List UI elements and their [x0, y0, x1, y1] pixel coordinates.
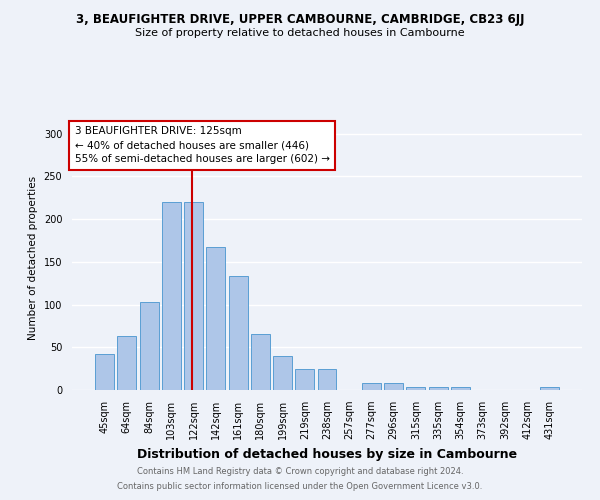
Bar: [206, 247, 225, 390]
Bar: [95, 354, 114, 390]
Bar: [118, 336, 136, 390]
Bar: [273, 356, 292, 390]
Bar: [251, 334, 270, 390]
Text: Contains public sector information licensed under the Open Government Licence v3: Contains public sector information licen…: [118, 482, 482, 491]
Bar: [384, 383, 403, 390]
Bar: [451, 386, 470, 390]
Text: 3 BEAUFIGHTER DRIVE: 125sqm
← 40% of detached houses are smaller (446)
55% of se: 3 BEAUFIGHTER DRIVE: 125sqm ← 40% of det…: [74, 126, 329, 164]
Text: Contains HM Land Registry data © Crown copyright and database right 2024.: Contains HM Land Registry data © Crown c…: [137, 467, 463, 476]
Text: Size of property relative to detached houses in Cambourne: Size of property relative to detached ho…: [135, 28, 465, 38]
Bar: [540, 388, 559, 390]
Bar: [162, 202, 181, 390]
Bar: [140, 302, 158, 390]
X-axis label: Distribution of detached houses by size in Cambourne: Distribution of detached houses by size …: [137, 448, 517, 460]
Bar: [229, 276, 248, 390]
Bar: [317, 368, 337, 390]
Bar: [362, 383, 381, 390]
Bar: [184, 202, 203, 390]
Bar: [429, 386, 448, 390]
Y-axis label: Number of detached properties: Number of detached properties: [28, 176, 38, 340]
Text: 3, BEAUFIGHTER DRIVE, UPPER CAMBOURNE, CAMBRIDGE, CB23 6JJ: 3, BEAUFIGHTER DRIVE, UPPER CAMBOURNE, C…: [76, 12, 524, 26]
Bar: [406, 386, 425, 390]
Bar: [295, 368, 314, 390]
